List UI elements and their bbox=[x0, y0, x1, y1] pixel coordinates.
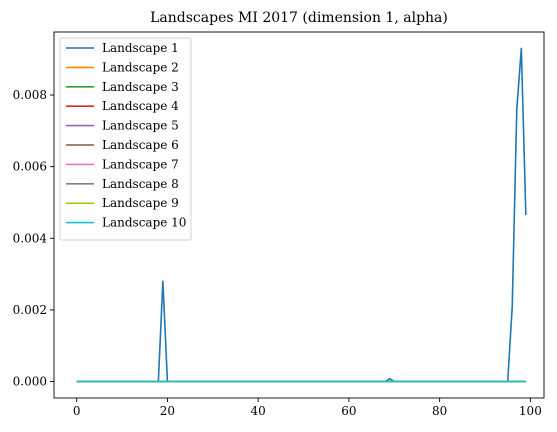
legend-label-landscape-10: Landscape 10 bbox=[102, 216, 186, 230]
x-axis: 0 20 40 60 80 100 bbox=[73, 398, 542, 418]
x-tick-label: 60 bbox=[341, 404, 356, 418]
legend-label-landscape-3: Landscape 3 bbox=[102, 80, 179, 94]
x-tick-label: 40 bbox=[251, 404, 266, 418]
x-tick-label: 80 bbox=[432, 404, 447, 418]
chart-title: Landscapes MI 2017 (dimension 1, alpha) bbox=[150, 10, 448, 26]
legend-label-landscape-8: Landscape 8 bbox=[102, 177, 179, 191]
legend-label-landscape-1: Landscape 1 bbox=[102, 41, 179, 55]
series-line-landscape-1 bbox=[76, 47, 527, 383]
x-tick-label: 100 bbox=[519, 404, 542, 418]
x-tick-label: 0 bbox=[73, 404, 81, 418]
legend-label-landscape-4: Landscape 4 bbox=[102, 99, 179, 113]
y-axis: 0.000 0.002 0.004 0.006 0.008 bbox=[13, 88, 54, 389]
legend-label-landscape-5: Landscape 5 bbox=[102, 119, 179, 133]
y-tick-label: 0.008 bbox=[13, 88, 47, 102]
y-tick-label: 0.000 bbox=[13, 375, 47, 389]
legend-label-landscape-9: Landscape 9 bbox=[102, 196, 179, 210]
legend-box bbox=[59, 37, 192, 241]
series-layer bbox=[76, 47, 527, 383]
legend-label-landscape-7: Landscape 7 bbox=[102, 157, 179, 171]
y-tick-label: 0.006 bbox=[13, 160, 47, 174]
y-tick-label: 0.002 bbox=[13, 303, 47, 317]
legend-label-landscape-2: Landscape 2 bbox=[102, 60, 179, 74]
x-tick-label: 20 bbox=[160, 404, 175, 418]
axes-frame bbox=[53, 31, 545, 399]
legend: Landscape 1 Landscape 2 Landscape 3 Landsca… bbox=[59, 37, 192, 241]
y-tick-label: 0.004 bbox=[13, 231, 48, 245]
legend-label-landscape-6: Landscape 6 bbox=[102, 138, 179, 152]
